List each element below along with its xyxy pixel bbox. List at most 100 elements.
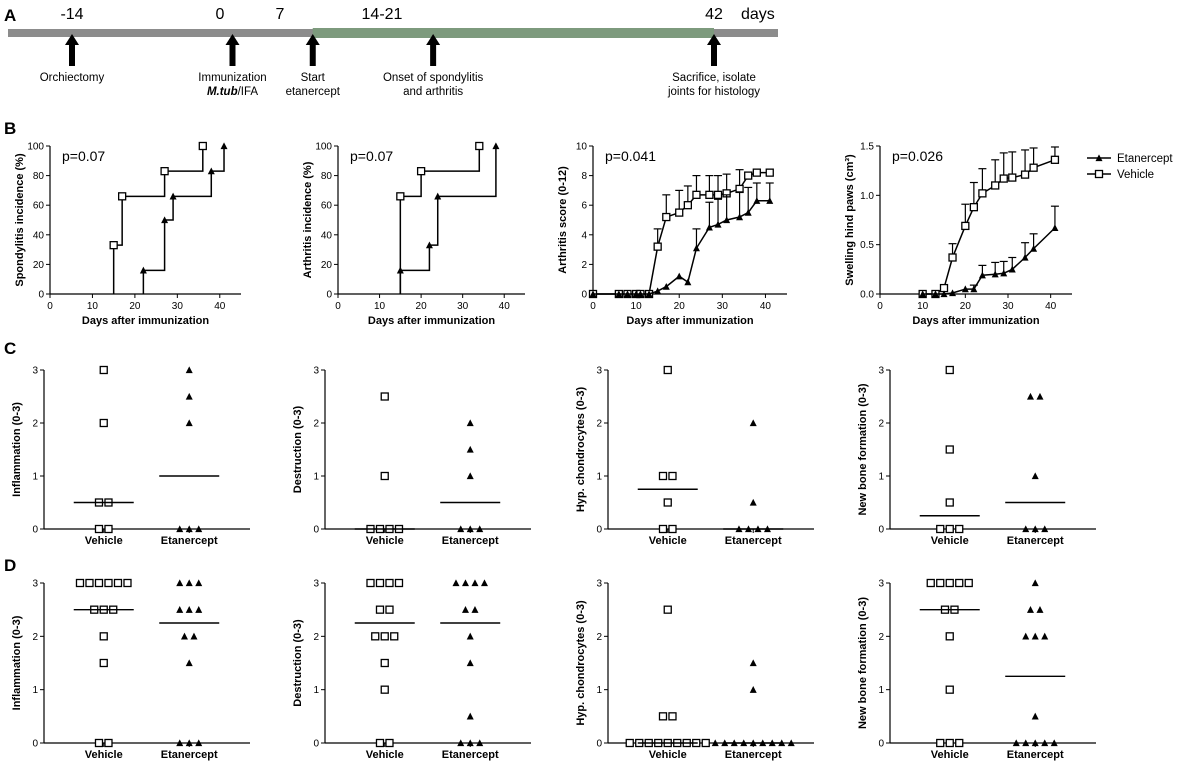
data-point (1029, 163, 1038, 172)
x-tick-label: 0 (335, 301, 341, 312)
legend-marker (1095, 154, 1103, 162)
arrow-head (707, 34, 721, 45)
data-point (749, 419, 757, 427)
data-point (991, 181, 1000, 190)
data-point (1031, 632, 1039, 640)
data-point (195, 606, 203, 613)
data-point (471, 579, 479, 587)
group-etanercept: Etanercept (711, 659, 795, 761)
data-point (945, 738, 954, 748)
data-point (752, 168, 761, 177)
data-point (176, 606, 184, 613)
legend-label: Etanercept (1117, 153, 1173, 165)
data-point (99, 658, 108, 668)
x-tick-label: 30 (457, 301, 469, 312)
x-tick-label: 30 (172, 301, 184, 312)
data-point (955, 578, 964, 588)
timeline-day-label: 42 (705, 6, 723, 23)
x-category-label: Etanercept (725, 535, 782, 547)
data-point (919, 290, 927, 298)
mtub-text: M.tub (207, 86, 238, 98)
y-tick-label: 3 (878, 579, 884, 590)
y-axis-label: New bone formation (0-3) (857, 597, 869, 729)
x-category-label: Vehicle (931, 749, 969, 761)
data-point (457, 525, 465, 533)
data-point (978, 189, 987, 198)
data-point (195, 525, 203, 533)
y-tick-label: 3 (32, 366, 38, 377)
data-point (99, 418, 108, 428)
y-tick-label: 0 (581, 290, 587, 301)
timeline-arrow (65, 34, 79, 66)
timeline-arrow (426, 34, 441, 66)
data-point (380, 658, 389, 668)
data-point (1008, 173, 1017, 182)
data-point (466, 419, 474, 427)
y-tick-label: 0 (878, 739, 884, 750)
data-point (380, 632, 389, 641)
arrow-shaft (69, 44, 75, 66)
data-point (663, 365, 672, 375)
x-category-label: Vehicle (649, 535, 687, 547)
group-vehicle: Vehicle (73, 365, 134, 547)
data-point (198, 141, 207, 151)
data-point (452, 579, 460, 587)
treatment-period-bar (312, 28, 714, 38)
y-axis-label: Arthritis incidence (%) (302, 161, 314, 278)
y-tick-label: 1 (32, 472, 38, 483)
data-point (1030, 244, 1038, 252)
group-etanercept: Etanercept (159, 366, 220, 547)
panel-label-c: C (4, 339, 16, 358)
data-point (749, 659, 757, 667)
timeline-unit: days (741, 6, 775, 23)
y-tick-label: 10 (576, 142, 588, 153)
x-tick-label: 10 (631, 301, 643, 312)
data-point (1036, 392, 1044, 400)
data-point (380, 392, 389, 401)
data-point (1031, 472, 1039, 480)
data-point (749, 498, 757, 506)
data-point (176, 525, 184, 533)
data-point (366, 578, 375, 588)
data-point (466, 632, 474, 640)
data-point (1026, 606, 1034, 613)
y-tick-label: 2 (32, 632, 38, 643)
data-point (139, 266, 147, 274)
y-axis-label: Spondylitis incidence (%) (14, 153, 26, 287)
group-vehicle: Vehicle (354, 578, 415, 761)
y-tick-label: 40 (321, 230, 333, 241)
group-vehicle: Vehicle (919, 578, 980, 761)
data-point (1031, 739, 1039, 747)
data-point (1022, 525, 1030, 533)
y-tick-label: 100 (315, 142, 332, 153)
x-tick-label: 40 (1045, 301, 1057, 312)
y-axis-label: Hyp. chondrocytes (0-3) (575, 600, 587, 726)
data-point (380, 685, 389, 694)
data-point (936, 738, 945, 748)
x-tick-label: 0 (47, 301, 53, 312)
data-point (466, 739, 474, 747)
data-point (1022, 632, 1030, 640)
y-tick-label: 2 (313, 632, 319, 643)
data-point (692, 244, 700, 252)
y-tick-label: 3 (596, 366, 602, 377)
y-tick-label: 60 (321, 201, 333, 212)
data-point (176, 579, 184, 587)
arrow-head (225, 34, 240, 45)
timeline-event-label: M.tub/IFA (207, 86, 258, 98)
timeline-day-label: 14-21 (362, 6, 403, 23)
legend-label: Vehicle (1117, 169, 1154, 181)
y-tick-label: 4 (581, 230, 587, 241)
y-tick-label: 2 (313, 419, 319, 430)
y-tick-label: 0 (38, 290, 44, 301)
data-point (970, 285, 978, 293)
timeline-event-label: and arthritis (403, 86, 463, 98)
y-tick-label: 0 (32, 525, 38, 536)
x-axis-label: Days after immunization (82, 315, 209, 327)
ifa-text: /IFA (238, 86, 259, 98)
data-point (945, 365, 954, 375)
data-point (109, 241, 118, 250)
data-point (949, 289, 957, 297)
x-category-label: Vehicle (85, 535, 123, 547)
legend-marker (1094, 169, 1104, 179)
